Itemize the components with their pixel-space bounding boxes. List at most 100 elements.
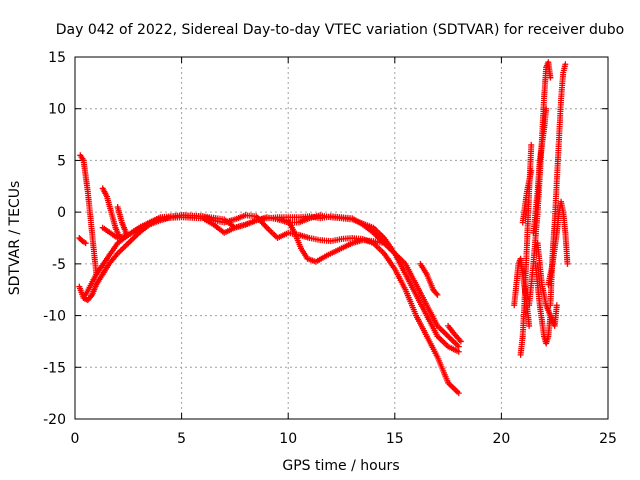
series-9	[417, 260, 441, 298]
data-point-run	[391, 266, 408, 291]
data-point-run	[221, 225, 237, 236]
x-tick-label: 20	[492, 431, 510, 447]
data-point-run	[423, 312, 440, 338]
plot-frame	[74, 56, 609, 420]
series-6	[285, 217, 388, 265]
data-point-run	[524, 169, 534, 195]
data-point	[547, 74, 554, 81]
data-point-run	[430, 286, 440, 297]
data-point-run	[536, 302, 547, 338]
data-point	[457, 338, 464, 345]
y-tick-label: 5	[57, 153, 66, 169]
y-axis-label: SDTVAR / TECUs	[7, 181, 23, 296]
data-point-run	[338, 241, 354, 252]
data-point-run	[306, 235, 321, 243]
data-point-run	[423, 302, 440, 327]
y-tick-label: -5	[52, 257, 66, 273]
data-point-run	[521, 242, 530, 298]
data-point-run	[80, 157, 89, 177]
data-point-run	[99, 262, 111, 278]
series-5	[99, 212, 462, 397]
data-point-run	[91, 250, 100, 276]
data-point-run	[434, 322, 450, 338]
data-point	[528, 167, 535, 174]
data-point-run	[84, 293, 94, 304]
data-point-run	[291, 229, 304, 250]
data-point-run	[263, 224, 279, 240]
data-point-run	[549, 221, 558, 257]
series-10	[445, 322, 464, 345]
data-point-run	[534, 240, 545, 286]
data-point-run	[118, 219, 129, 235]
data-point-run	[417, 260, 429, 276]
data-point-run	[511, 283, 520, 309]
data-point-run	[402, 286, 419, 317]
data-point-run	[76, 283, 86, 300]
data-point-run	[513, 262, 522, 288]
data-point-run	[82, 172, 91, 193]
data-point-run	[349, 216, 375, 230]
data-point-run	[253, 213, 269, 230]
data-point-run	[274, 230, 290, 241]
data-point-run	[445, 379, 461, 395]
data-point-run	[402, 260, 419, 286]
data-point-run	[99, 185, 110, 198]
data-point-run	[285, 217, 297, 235]
data-point-run	[312, 253, 328, 265]
series-2	[76, 235, 89, 247]
data-point-run	[89, 229, 97, 255]
data-point-run	[445, 333, 461, 349]
data-point	[543, 105, 550, 112]
data-point-run	[560, 209, 569, 234]
data-point-run	[538, 281, 549, 307]
axis-ticks: 0 5 10 15 20 25 -20 -15 -10 -5 0 5 10 15	[43, 50, 617, 447]
data-point	[562, 61, 569, 68]
data-point-run	[114, 204, 125, 224]
x-tick-label: 5	[177, 431, 186, 447]
data-point-run	[530, 190, 541, 236]
data-point-run	[381, 235, 397, 255]
x-axis-label: GPS time / hours	[282, 458, 399, 474]
series-8	[114, 204, 130, 236]
data-point-run	[231, 212, 247, 223]
data-point-run	[199, 213, 215, 223]
data-point-run	[445, 343, 460, 354]
data-point-run	[136, 220, 151, 231]
data-point	[455, 348, 462, 355]
data-point-run	[413, 281, 429, 307]
data-point-run	[99, 224, 119, 240]
data-point	[116, 235, 123, 241]
data-point-run	[519, 294, 528, 340]
data-point-run	[106, 252, 120, 267]
series-7	[99, 185, 123, 241]
data-point-run	[112, 224, 123, 240]
data-point-run	[114, 241, 130, 257]
data-point-run	[93, 272, 105, 288]
data-point-run	[125, 225, 141, 238]
data-point-run	[413, 291, 429, 317]
y-tick-label: -15	[43, 360, 66, 376]
data-point-run	[423, 271, 436, 291]
grid-lines	[75, 57, 608, 419]
data-point-run	[77, 152, 86, 162]
data-point	[528, 141, 535, 148]
data-point-run	[125, 231, 141, 247]
data-point-run	[526, 263, 537, 309]
data-point-run	[370, 224, 386, 240]
data-point-run	[242, 218, 258, 228]
y-tick-label: 15	[48, 50, 66, 66]
data-point-run	[391, 250, 408, 276]
data-point-run	[541, 107, 549, 133]
data-point-run	[104, 241, 120, 262]
data-point-run	[295, 216, 311, 226]
data-point-run	[553, 138, 562, 185]
data-point-run	[551, 180, 560, 226]
data-point	[455, 343, 462, 350]
data-point-run	[381, 250, 397, 271]
data-point-run	[89, 283, 99, 298]
series-12	[517, 141, 535, 358]
x-tick-label: 15	[386, 431, 404, 447]
data-point	[526, 322, 533, 329]
data-point-run	[451, 331, 463, 343]
